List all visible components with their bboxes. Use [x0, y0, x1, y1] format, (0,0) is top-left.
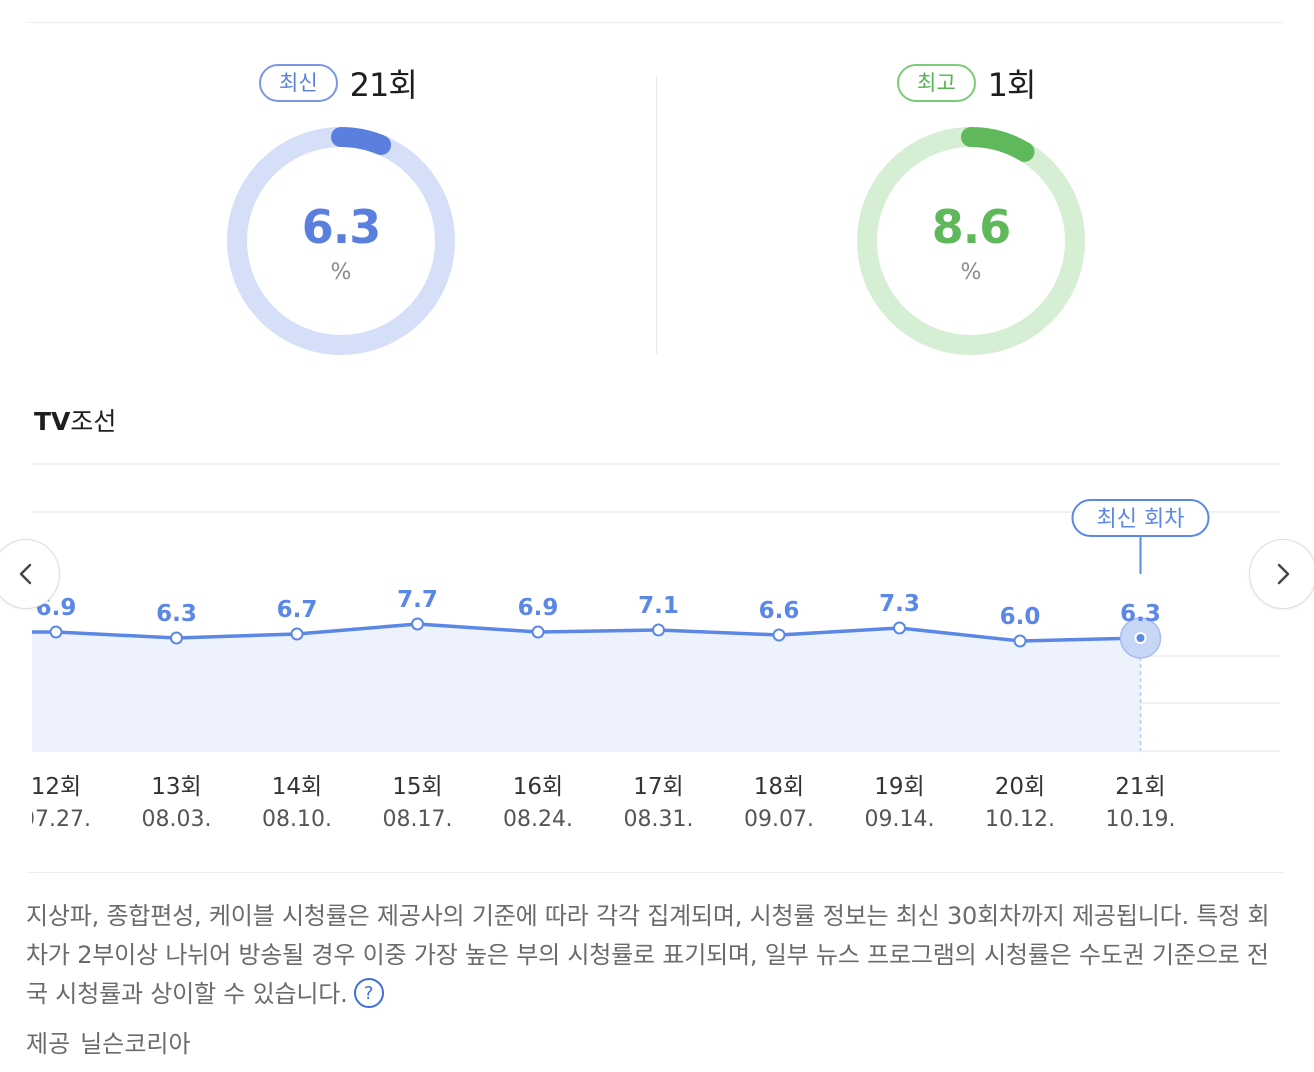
chevron-right-icon: [1277, 563, 1290, 585]
data-label: 6.7: [277, 597, 318, 623]
latest-badge: 최신: [259, 64, 338, 102]
x-tick-label-episode: 12회: [31, 774, 81, 800]
best-badge: 최고: [897, 64, 976, 102]
x-tick-label-episode: 16회: [513, 774, 563, 800]
channel-name-rest: 조선: [70, 407, 117, 436]
best-episode: 1회: [987, 66, 1037, 104]
x-tick-label-date: 08.24.: [503, 807, 573, 832]
chart-prev-button[interactable]: [0, 539, 60, 609]
chart-point: [411, 617, 424, 631]
chart-point: [49, 625, 63, 639]
highlight-callout-label: 최신 회차: [1097, 507, 1185, 532]
chart-area-fill: [32, 624, 1141, 751]
chart-point: [290, 627, 304, 641]
x-tick-label-date: 09.14.: [865, 807, 935, 832]
chart-point: [531, 625, 545, 639]
best-rating-unit: %: [960, 260, 982, 285]
x-tick-label-episode: 20회: [995, 774, 1045, 800]
chart-point: [170, 631, 183, 645]
channel-name-bold: TV: [34, 407, 71, 436]
data-label: 7.1: [638, 593, 679, 619]
best-donut-arc: [857, 127, 1085, 355]
chart-point: [1134, 632, 1147, 644]
data-label: 6.3: [1120, 601, 1161, 627]
rating-trend-chart: 6.9 6.3 6.7 7.7 6.9 7.1 6.6 7.3 6.0 6.3최신 회차12회07…: [0, 440, 1280, 860]
latest-rating-unit: %: [330, 260, 352, 285]
x-tick-label-date: 10.19.: [1106, 807, 1176, 832]
bottom-divider: [26, 872, 1284, 873]
best-rating-donut: 8.6 %: [856, 126, 1086, 356]
x-tick-label-date: 08.31.: [624, 807, 694, 832]
x-tick-label-date: 09.07.: [744, 807, 814, 832]
best-rating-value: 8.6: [931, 200, 1012, 254]
data-label: 6.9: [518, 595, 559, 621]
data-label: 7.3: [879, 591, 920, 617]
provider-name: 닐슨코리아: [80, 1030, 191, 1058]
help-icon[interactable]: ?: [353, 978, 384, 1008]
data-provider: 제공 닐슨코리아: [26, 1024, 191, 1059]
latest-donut-arc: [227, 127, 455, 355]
x-tick-label-date: 08.03.: [142, 807, 212, 832]
x-tick-label-episode: 14회: [272, 774, 322, 800]
latest-rating-value: 6.3: [301, 200, 382, 254]
latest-donut-svg: [227, 127, 455, 355]
top-divider: [26, 22, 1284, 23]
x-tick-label-episode: 13회: [151, 774, 201, 800]
latest-stat-header: 최신 21회: [259, 60, 418, 106]
rating-notice: 지상파, 종합편성, 케이블 시청률은 제공사의 기준에 따라 각각 집계되며,…: [26, 897, 1288, 1014]
x-tick-label-date: 10.12.: [985, 807, 1055, 832]
data-label: 6.6: [759, 598, 800, 624]
data-label: 6.0: [1000, 604, 1041, 630]
channel-name: TV조선: [34, 402, 116, 438]
rating-notice-text: 지상파, 종합편성, 케이블 시청률은 제공사의 기준에 따라 각각 집계되며,…: [26, 902, 1270, 1008]
chevron-left-icon: [19, 563, 32, 585]
x-tick-label-date: 07.27.: [21, 807, 91, 832]
x-tick-label-episode: 19회: [874, 774, 924, 800]
chart-point: [893, 621, 906, 635]
x-tick-label-date: 08.17.: [383, 807, 453, 832]
x-tick-label-episode: 17회: [633, 774, 683, 800]
data-label: 6.3: [156, 601, 197, 627]
chart-next-button[interactable]: [1249, 539, 1314, 609]
chart-point: [1013, 634, 1027, 648]
x-tick-label-date: 08.10.: [262, 807, 332, 832]
x-tick-label-episode: 18회: [754, 774, 804, 800]
best-donut-svg: [857, 127, 1085, 355]
best-stat-header: 최고 1회: [897, 60, 1037, 106]
chart-point: [652, 623, 665, 637]
chart-left-mask: [0, 440, 32, 860]
x-tick-label-episode: 21회: [1115, 774, 1165, 800]
chart-point: [772, 628, 786, 642]
latest-rating-donut: 6.3 %: [226, 126, 456, 356]
provider-label: 제공: [26, 1030, 71, 1058]
data-label: 7.7: [397, 587, 438, 613]
highlight-callout-box: [1071, 499, 1210, 537]
x-tick-label-episode: 15회: [392, 774, 442, 800]
latest-episode: 21회: [349, 66, 418, 104]
stat-divider: [656, 76, 657, 354]
